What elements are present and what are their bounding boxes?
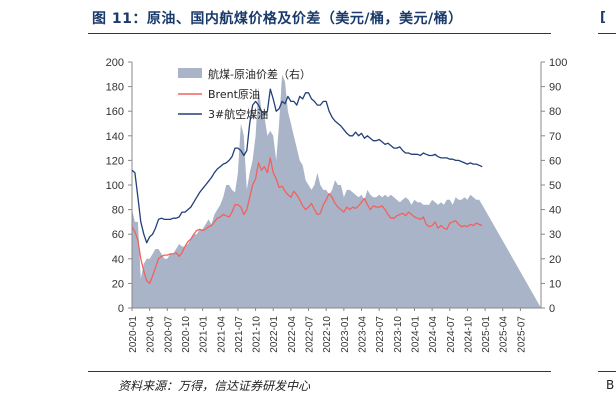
adjacent-source-rule (598, 371, 616, 372)
x-tick-label: 2024-01 (410, 316, 421, 353)
x-tick-label: 2024-10 (463, 316, 474, 353)
x-tick-label: 2022-01 (269, 316, 280, 353)
x-tick-label: 2022-10 (322, 316, 333, 353)
legend-label: Brent原油 (208, 87, 260, 101)
right-tick-label: 70 (549, 131, 561, 143)
x-tick-label: 2021-07 (234, 316, 245, 353)
x-tick-label: 2022-07 (305, 316, 316, 353)
x-tick-label: 2023-07 (375, 316, 386, 353)
x-tick-label: 2020-07 (163, 316, 174, 353)
right-tick-label: 90 (549, 82, 561, 94)
left-tick-label: 0 (118, 303, 124, 315)
right-tick-label: 40 (549, 205, 561, 217)
x-tick-label: 2020-01 (128, 316, 139, 353)
right-tick-label: 0 (549, 303, 555, 315)
line-layer (131, 88, 483, 285)
legend-swatch-spread (178, 68, 202, 78)
x-tick-label: 2023-10 (393, 316, 404, 353)
adjacent-source-fragment: B (606, 378, 615, 392)
source-rule (88, 371, 551, 372)
brent-line (131, 157, 483, 285)
adjacent-figure-fragment: [ (600, 10, 606, 25)
left-tick-label: 160 (106, 106, 124, 118)
x-tick-label: 2023-04 (358, 316, 369, 353)
right-tick-label: 80 (549, 106, 561, 118)
legend-label: 航煤-原油价差（右） (208, 67, 311, 81)
left-tick-label: 200 (106, 57, 124, 69)
adjacent-title-rule (598, 33, 616, 34)
left-tick-label: 80 (112, 205, 124, 217)
x-tick-label: 2022-04 (287, 316, 298, 353)
x-tick-label: 2023-01 (340, 316, 351, 353)
x-tick-label: 2021-01 (199, 316, 210, 353)
x-tick-label: 2020-04 (146, 316, 157, 353)
legend-label: 3#航空煤油 (208, 107, 268, 121)
left-tick-label: 140 (106, 131, 124, 143)
jet-fuel-line (131, 88, 483, 244)
x-tick-label: 2025-04 (499, 316, 510, 353)
right-tick-label: 100 (549, 57, 567, 69)
right-tick-label: 60 (549, 155, 561, 167)
x-tick-label: 2020-10 (181, 316, 192, 353)
right-tick-label: 50 (549, 180, 561, 192)
right-tick-label: 10 (549, 278, 561, 290)
x-tick-label: 2025-07 (516, 316, 527, 353)
spread-area (132, 74, 541, 308)
figure-header: 图 11：原油、国内航煤价格及价差（美元/桶，美元/桶） [ (0, 0, 616, 40)
x-tick-label: 2021-04 (216, 316, 227, 353)
right-tick-label: 20 (549, 254, 561, 266)
x-tick-label: 2024-07 (446, 316, 457, 353)
left-tick-label: 180 (106, 82, 124, 94)
source-note: 资料来源：万得，信达证券研发中心 (118, 379, 311, 393)
left-tick-label: 60 (112, 229, 124, 241)
x-tick-label: 2025-01 (481, 316, 492, 353)
legend: 航煤-原油价差（右） Brent原油 3#航空煤油 (178, 67, 311, 121)
left-tick-label: 100 (106, 180, 124, 192)
x-tick-label: 2024-04 (428, 316, 439, 353)
right-tick-label: 30 (549, 229, 561, 241)
left-tick-label: 120 (106, 155, 124, 167)
title-rule (88, 33, 551, 34)
spread-area-layer (132, 74, 541, 308)
x-tick-label: 2021-10 (252, 316, 263, 353)
figure-title: 图 11：原油、国内航煤价格及价差（美元/桶，美元/桶） (92, 11, 463, 27)
axes: 0 20 40 60 80 100 120 140 160 180 200 0 10 20 30 40 50 60… (106, 57, 568, 353)
left-tick-label: 20 (112, 278, 124, 290)
left-tick-label: 40 (112, 254, 124, 266)
